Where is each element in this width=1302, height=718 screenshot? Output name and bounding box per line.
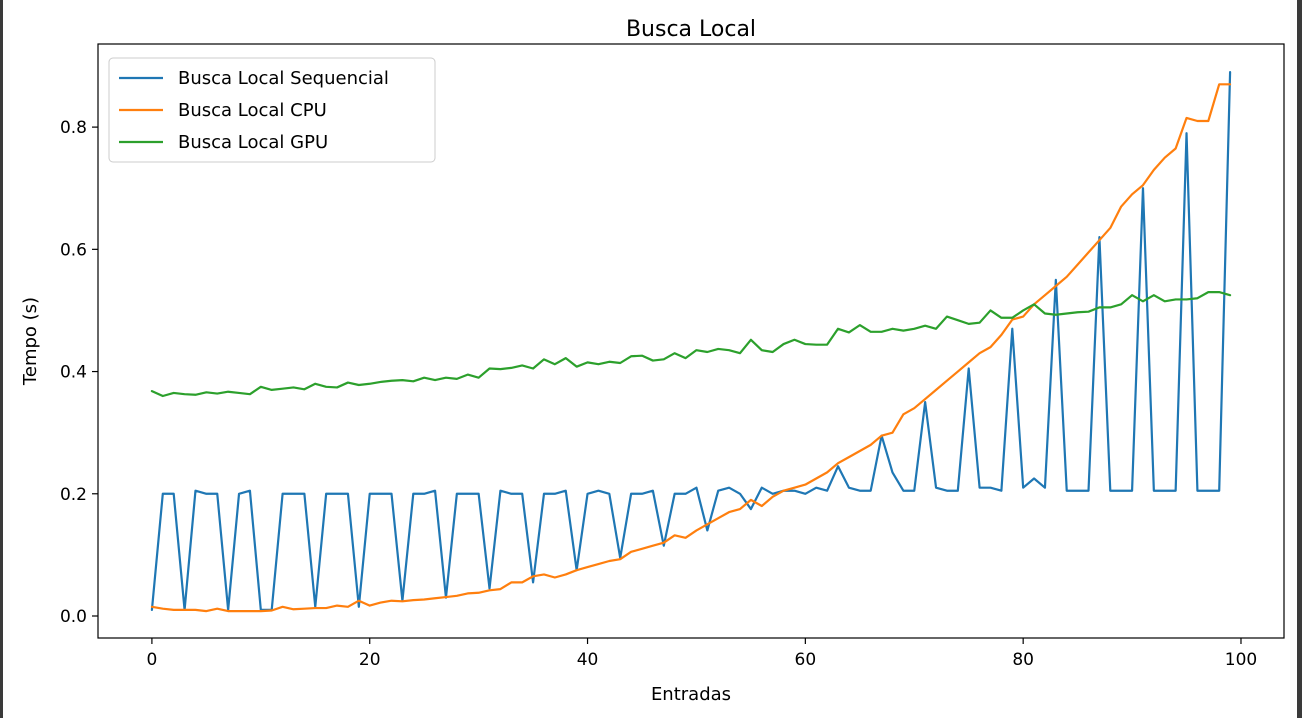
x-tick-label: 80 [1012, 650, 1034, 670]
series-line-3 [150, 291, 1232, 398]
y-tick-label: 0.6 [60, 240, 87, 260]
chart-title: Busca Local [626, 17, 756, 42]
series-layer [150, 71, 1232, 613]
legend-label: Busca Local GPU [178, 132, 328, 153]
x-tick-label: 100 [1225, 650, 1257, 670]
ticks-layer: 0 20 40 60 80 100 0.0 0.2 0.4 0.6 0.8 [60, 118, 1257, 670]
y-tick-label: 0.8 [60, 118, 87, 138]
y-axis-title: Tempo (s) [20, 297, 41, 386]
legend: Busca Local Sequencial Busca Local CPU Bus… [108, 57, 436, 163]
y-tick-label: 0.4 [60, 363, 87, 383]
line-chart: Busca Local 0 20 40 60 80 1000.00.20.40.60.8 … [20, 17, 1285, 705]
x-tick-label: 20 [359, 650, 381, 670]
x-tick-label: 40 [577, 650, 599, 670]
x-tick-label: 60 [795, 650, 817, 670]
legend-box [108, 57, 436, 163]
plot-area [97, 43, 1285, 639]
series-line-1 [150, 71, 1232, 611]
y-tick-label: 0.0 [60, 607, 87, 627]
legend-label: Busca Local CPU [178, 100, 327, 121]
legend-label: Busca Local Sequencial [178, 68, 389, 89]
x-tick-label: 0 [146, 650, 157, 670]
series-line-2 [150, 83, 1232, 613]
y-tick-label: 0.2 [60, 485, 87, 505]
x-axis-title: Entradas [651, 684, 731, 705]
